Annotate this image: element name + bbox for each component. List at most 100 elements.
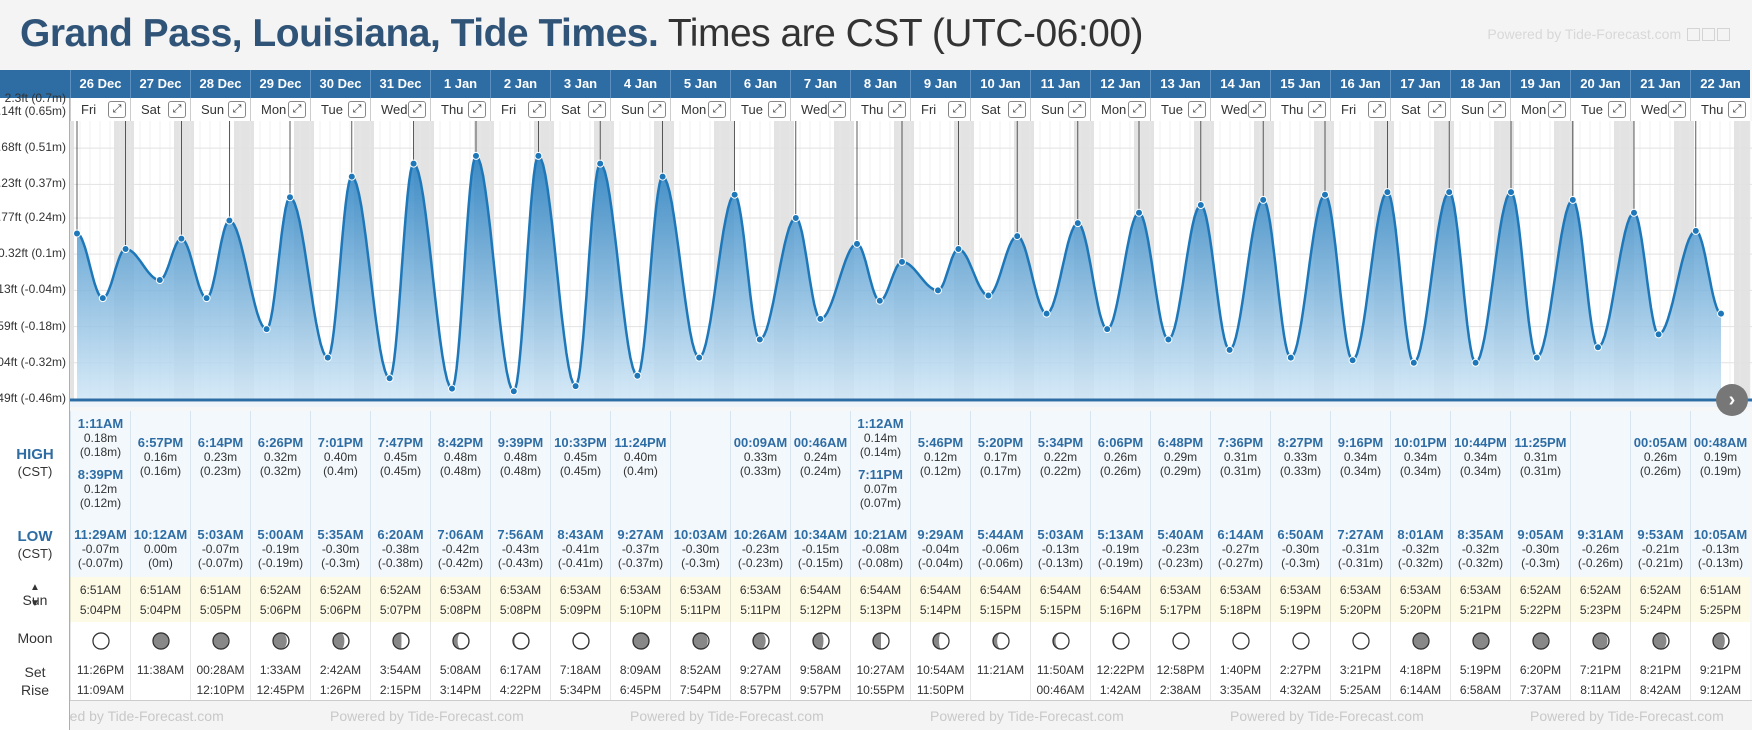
low-tide-point xyxy=(571,382,580,391)
low-tide-height: -0.31m xyxy=(1341,542,1380,556)
expand-day-button[interactable]: ⤢ xyxy=(708,101,726,118)
expand-day-button[interactable]: ⤢ xyxy=(168,101,186,118)
moonset-time: 00:28AM xyxy=(196,663,245,677)
sunset-time: 5:11PM xyxy=(680,603,721,617)
day-date: 19 Jan xyxy=(1510,70,1570,98)
expand-day-button[interactable]: ⤢ xyxy=(768,101,786,118)
dow-label: Thu xyxy=(1281,102,1304,117)
high-tide-entry: 7:11PM 0.07m (0.07m) xyxy=(851,468,910,511)
expand-day-button[interactable]: ⤢ xyxy=(228,101,246,118)
sun-cell: 6:53AM 5:11PM xyxy=(670,577,730,622)
day-column: 3 Jan Sat ⤢ 10:33PM 0.45m (0.45m) 8:43AM -0.41m… xyxy=(550,70,610,730)
sun-cell: 6:53AM 5:09PM xyxy=(550,577,610,622)
expand-day-button[interactable]: ⤢ xyxy=(948,101,966,118)
sunrise-time: 6:53AM xyxy=(1159,583,1202,597)
sunrise-time: 6:54AM xyxy=(1099,583,1142,597)
high-tide-time: 5:20PM xyxy=(977,435,1024,450)
expand-day-button[interactable]: ⤢ xyxy=(1548,101,1566,118)
moonset-time: 8:52AM xyxy=(679,663,722,677)
high-tide-time: 1:12AM xyxy=(857,416,904,431)
low-tide-height: -0.30m xyxy=(1521,542,1560,556)
moon-cell xyxy=(490,622,550,660)
low-tide-time: 7:56AM xyxy=(497,527,544,542)
high-tide-time: 1:11AM xyxy=(77,416,124,431)
day-column: 1 Jan Thu ⤢ 8:42PM 0.48m (0.48m) 7:06AM -0.42m(… xyxy=(430,70,490,730)
expand-day-button[interactable]: ⤢ xyxy=(108,101,126,118)
expand-day-button[interactable]: ⤢ xyxy=(1728,101,1746,118)
moon-cell xyxy=(190,622,250,660)
expand-day-button[interactable]: ⤢ xyxy=(468,101,486,118)
moon-times-cell: 9:58AM 9:57PM xyxy=(790,660,850,700)
low-tide-point xyxy=(98,294,107,303)
scroll-next-button[interactable]: › xyxy=(1716,384,1748,416)
low-tide-metric: (-0.13m) xyxy=(1697,556,1744,570)
high-tide-metric: (0.32m) xyxy=(259,464,302,478)
moonrise-time: 11:50PM xyxy=(916,683,965,697)
day-of-week: Sun ⤢ xyxy=(610,98,670,121)
high-tide-height: 0.40m xyxy=(623,450,658,464)
expand-day-button[interactable]: ⤢ xyxy=(348,101,366,118)
day-of-week: Wed ⤢ xyxy=(1630,98,1690,121)
sun-cell: 6:53AM 5:20PM xyxy=(1330,577,1390,622)
day-column: 9 Jan Fri ⤢ 5:46PM 0.12m (0.12m) 9:29AM -0.04m(… xyxy=(910,70,970,730)
expand-day-button[interactable]: ⤢ xyxy=(888,101,906,118)
expand-day-button[interactable]: ⤢ xyxy=(1188,101,1206,118)
low-tide-entry: 5:00AM -0.19m (-0.19m) xyxy=(251,528,310,571)
expand-day-button[interactable]: ⤢ xyxy=(288,101,306,118)
expand-day-button[interactable]: ⤢ xyxy=(1068,101,1086,118)
night-band xyxy=(1734,121,1750,399)
moonset-time: 11:50AM xyxy=(1036,663,1085,677)
moonrise-time: 3:35AM xyxy=(1219,683,1262,697)
moonrise-time: 7:54PM xyxy=(679,683,722,697)
low-tide-metric: (-0.07m) xyxy=(77,556,124,570)
expand-day-button[interactable]: ⤢ xyxy=(1248,101,1266,118)
low-tide-time: 10:03AM xyxy=(673,527,728,542)
moon-phase-icon xyxy=(811,632,830,650)
powered-by-top[interactable]: Powered by Tide-Forecast.com xyxy=(1487,26,1730,42)
day-of-week: Thu ⤢ xyxy=(1690,98,1750,121)
expand-day-button[interactable]: ⤢ xyxy=(1128,101,1146,118)
low-tide-metric: (-0.32m) xyxy=(1397,556,1444,570)
day-date: 1 Jan xyxy=(430,70,490,98)
expand-day-button[interactable]: ⤢ xyxy=(1428,101,1446,118)
low-tide-point xyxy=(155,276,164,285)
expand-day-button[interactable]: ⤢ xyxy=(648,101,666,118)
low-tide-time: 8:35AM xyxy=(1457,527,1504,542)
expand-day-button[interactable]: ⤢ xyxy=(1668,101,1686,118)
low-tide-height: -0.30m xyxy=(321,542,360,556)
moonset-time: 1:40PM xyxy=(1219,663,1262,677)
high-tide-metric: (0.33m) xyxy=(739,464,782,478)
moonset-time: 5:08AM xyxy=(439,663,482,677)
expand-day-button[interactable]: ⤢ xyxy=(1308,101,1326,118)
high-tide-metric: (0.14m) xyxy=(859,445,902,459)
high-tide-height: 0.48m xyxy=(503,450,538,464)
sunrise-time: 6:51AM xyxy=(79,583,122,597)
expand-day-button[interactable]: ⤢ xyxy=(1368,101,1386,118)
low-tide-point xyxy=(509,387,518,396)
low-label: LOW xyxy=(17,528,53,545)
sunset-time: 5:04PM xyxy=(79,603,122,617)
expand-day-button[interactable]: ⤢ xyxy=(828,101,846,118)
high-tide-height: 0.18m xyxy=(83,431,118,445)
sunrise-time: 6:53AM xyxy=(619,583,662,597)
sunrise-time: 6:54AM xyxy=(859,583,902,597)
low-tide-time: 6:14AM xyxy=(1217,527,1264,542)
expand-day-button[interactable]: ⤢ xyxy=(408,101,426,118)
sun-cell: 6:52AM 5:06PM xyxy=(250,577,310,622)
expand-day-button[interactable]: ⤢ xyxy=(588,101,606,118)
high-tide-height: 0.34m xyxy=(1403,450,1438,464)
sunrise-time: 6:53AM xyxy=(1279,583,1322,597)
sun-cell: 6:54AM 5:15PM xyxy=(970,577,1030,622)
rise-row-label: Rise xyxy=(20,682,49,698)
moon-phase-icon xyxy=(211,632,230,650)
expand-day-button[interactable]: ⤢ xyxy=(528,101,546,118)
moonset-time: 11:26PM xyxy=(76,663,125,677)
expand-day-button[interactable]: ⤢ xyxy=(1008,101,1026,118)
low-tide-time: 10:21AM xyxy=(853,527,908,542)
high-tide-point xyxy=(596,159,605,168)
expand-day-button[interactable]: ⤢ xyxy=(1608,101,1626,118)
low-tide-entry: 8:43AM -0.41m (-0.41m) xyxy=(551,528,610,571)
day-of-week: Wed ⤢ xyxy=(790,98,850,121)
expand-day-button[interactable]: ⤢ xyxy=(1488,101,1506,118)
moonset-time: 2:27PM xyxy=(1279,663,1322,677)
